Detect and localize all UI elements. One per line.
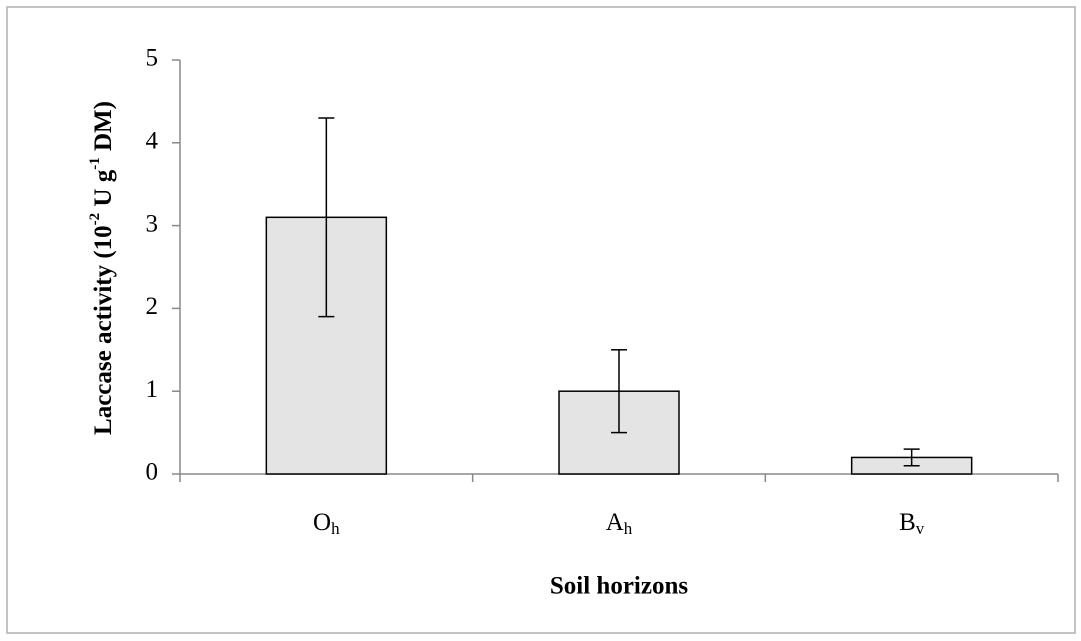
x-tick-label-sub: h	[624, 519, 633, 538]
x-tick-label-sub: v	[916, 519, 925, 538]
error-bar	[903, 448, 920, 467]
y-axis-label: Laccase activity (10-2 U g-1 DM)	[87, 101, 116, 435]
x-tick-label-sub: h	[331, 519, 340, 538]
x-tick-label-main: A	[606, 509, 624, 536]
y-axis-label-part: -1	[87, 157, 103, 170]
y-tick-label: 3	[146, 210, 159, 237]
y-axis-label-part: U g	[90, 169, 117, 213]
error-bar	[318, 117, 335, 318]
y-axis-label-part: -2	[87, 213, 103, 226]
y-axis-label-part: Laccase activity (10	[90, 225, 117, 435]
y-axis-label-part: DM)	[90, 101, 117, 157]
y-tick-label: 0	[146, 459, 159, 486]
y-tick-label: 1	[146, 376, 159, 403]
x-tick-label: Oh	[313, 509, 340, 538]
x-tick-label-main: B	[899, 509, 916, 536]
x-tick-label: Bv	[899, 509, 925, 538]
y-tick-label: 4	[146, 128, 159, 155]
x-tick-label: Ah	[606, 509, 633, 538]
x-tick-label-main: O	[313, 509, 331, 536]
error-bar	[611, 349, 627, 434]
y-tick-label: 2	[146, 293, 159, 320]
x-axis-label: Soil horizons	[550, 573, 688, 600]
chart-border	[6, 6, 1076, 634]
y-tick-label: 5	[146, 45, 159, 72]
